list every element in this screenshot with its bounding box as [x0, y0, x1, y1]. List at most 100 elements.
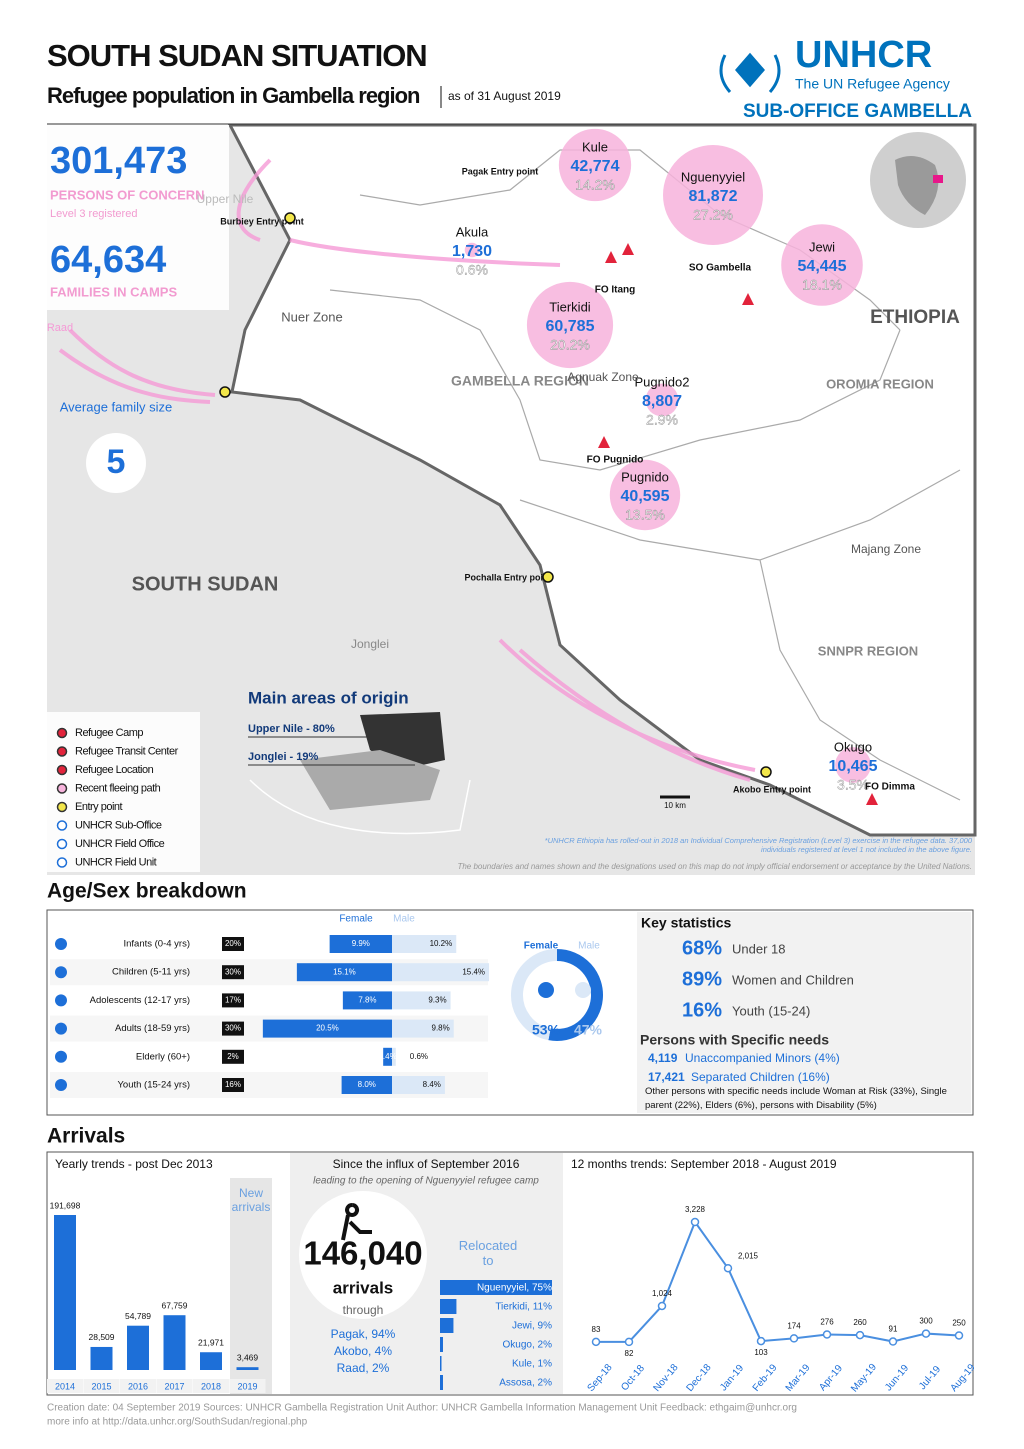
male-label: 9.8%	[432, 1024, 450, 1033]
persons-note: Level 3 registered	[50, 208, 137, 220]
unhcr-emblem	[719, 52, 781, 93]
camp-name: Akula	[456, 224, 489, 239]
org-subtitle: The UN Refugee Agency	[795, 76, 950, 92]
legend-icon	[56, 746, 68, 757]
needs-value: 17,421	[648, 1070, 685, 1084]
year-label: 2018	[201, 1381, 221, 1391]
year-label-band	[156, 1379, 193, 1393]
map-label: Upper Nile	[197, 192, 254, 206]
entry-share: Pagak, 94%	[331, 1327, 396, 1341]
map-label: SO Gambella	[689, 263, 752, 274]
map-label: GAMBELLA REGION	[451, 373, 589, 389]
camp-percent: 18.1%	[802, 277, 842, 293]
camp-name: Pugnido2	[635, 374, 690, 389]
panel-title: Yearly trends - post Dec 2013	[55, 1157, 213, 1171]
scale-label: 10 km	[664, 801, 686, 810]
age-total: 17%	[225, 996, 241, 1005]
age-icon	[55, 966, 67, 979]
trend-point	[855, 1330, 865, 1340]
trend-point	[921, 1329, 931, 1338]
section-title: Age/Sex breakdown	[47, 880, 247, 903]
relocated-label: Kule, 1%	[512, 1359, 552, 1370]
org-name: UNHCR	[795, 34, 932, 76]
camp-icon	[605, 251, 617, 263]
female-bar	[341, 1076, 392, 1094]
female-label: 20.5%	[316, 1024, 339, 1033]
female-bar	[342, 991, 392, 1010]
camp-bubble	[609, 459, 681, 531]
year-value: 191,698	[50, 1200, 81, 1210]
year-label-band	[120, 1379, 156, 1393]
age-icon	[55, 938, 67, 950]
camp-name: Pugnido	[621, 469, 669, 484]
trend-value: 91	[889, 1325, 898, 1334]
map-label: Agnuak Zone	[567, 370, 639, 384]
year-label: 2017	[164, 1381, 184, 1391]
female-bar	[329, 935, 392, 953]
age-total: 30%	[225, 1024, 241, 1033]
camp-population: 8,807	[642, 393, 682, 410]
needs-note: Other persons with specific needs includ…	[645, 1086, 947, 1111]
map-label: Nuer Zone	[281, 309, 342, 324]
office: SUB-OFFICE GAMBELLA	[743, 101, 972, 122]
female-bar	[296, 963, 392, 982]
needs-title: Persons with Specific needs	[640, 1032, 829, 1048]
title: SOUTH SUDAN SITUATION	[47, 38, 427, 73]
legend-label: Refugee Location	[75, 764, 154, 776]
donut-female: Female	[524, 941, 559, 952]
origin-item: Jonglei - 19%	[248, 751, 319, 763]
trend-point	[822, 1330, 832, 1339]
stat-value: 16%	[682, 999, 722, 1021]
trend-point	[723, 1263, 733, 1273]
year-bar	[200, 1352, 222, 1370]
origin-item: Upper Nile - 80%	[248, 723, 335, 735]
camp-bubble	[464, 242, 480, 258]
family-size-circle	[86, 433, 146, 493]
camp-population: 40,595	[621, 488, 670, 505]
relocated-bar	[440, 1299, 457, 1314]
age-total: 2%	[227, 1052, 239, 1061]
male-label: 9.3%	[428, 996, 446, 1005]
panel-title: Since the influx of September 2016	[333, 1157, 520, 1171]
summary-panel	[47, 125, 229, 310]
relocated-bar	[440, 1318, 454, 1333]
camp-population: 42,774	[571, 158, 620, 175]
relocated-bar	[440, 1356, 442, 1371]
map-label: Burbiey Entry point	[220, 216, 304, 226]
camp-name: Nguenyyiel	[681, 169, 745, 184]
legend-label: UNHCR Field Unit	[75, 856, 157, 868]
row-band	[50, 1043, 488, 1070]
legend-label: Refugee Camp	[75, 727, 143, 739]
year-label: 2014	[55, 1381, 75, 1391]
map-disclaimer: The boundaries and names shown and the d…	[457, 862, 972, 871]
trend-point	[624, 1337, 634, 1347]
relocated-label: Jewi, 9%	[512, 1321, 552, 1332]
age-icon	[55, 1050, 67, 1063]
stat-value: 68%	[682, 937, 722, 959]
new-label-box: New arrivals	[232, 1186, 271, 1214]
camp-percent: 13.5%	[625, 507, 665, 523]
relocated-bar	[440, 1280, 552, 1295]
male-bar	[392, 935, 457, 953]
male-bar	[392, 1047, 396, 1066]
persons-label: PERSONS OF CONCERN	[50, 187, 205, 202]
age-icon	[55, 994, 67, 1007]
relocated-bar	[440, 1337, 443, 1352]
age-label: Elderly (60+)	[136, 1051, 190, 1062]
total-box	[222, 1021, 244, 1036]
total-box	[222, 937, 244, 951]
trend-value: 1,024	[652, 1289, 673, 1298]
camp-percent: 20.2%	[550, 337, 590, 353]
year-value: 28,509	[89, 1332, 115, 1342]
camp-bubble	[526, 281, 614, 369]
age-sex-frame	[46, 909, 974, 1116]
male-label: 10.2%	[430, 939, 453, 948]
entry-point-icon	[284, 212, 296, 224]
map-label: FO Dimma	[865, 782, 915, 793]
male-label: 8.4%	[423, 1080, 441, 1089]
camp-bubble	[645, 383, 679, 417]
female-bar	[383, 1047, 392, 1066]
map-label: FO Pugnido	[587, 455, 644, 466]
map-note-box: *UNHCR Ethiopia has rolled-out in 2018 a…	[545, 836, 972, 854]
